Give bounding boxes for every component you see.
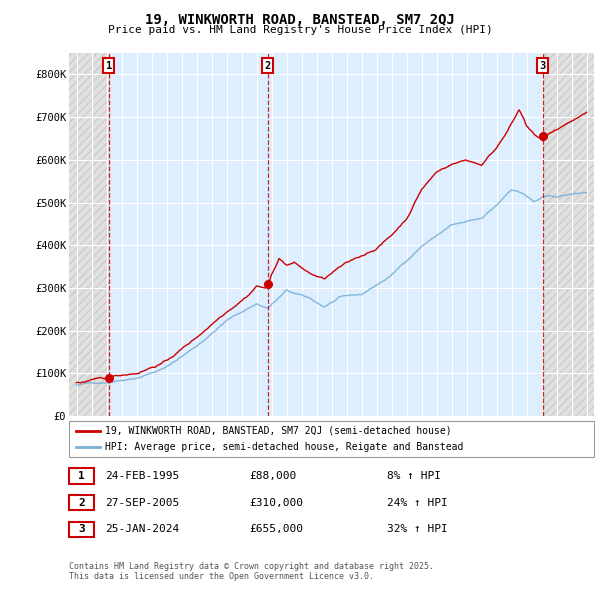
Text: 8% ↑ HPI: 8% ↑ HPI (387, 471, 441, 481)
Text: HPI: Average price, semi-detached house, Reigate and Banstead: HPI: Average price, semi-detached house,… (105, 442, 463, 452)
Text: 24% ↑ HPI: 24% ↑ HPI (387, 498, 448, 507)
Bar (542, 53, 594, 416)
Text: 32% ↑ HPI: 32% ↑ HPI (387, 525, 448, 534)
Text: £88,000: £88,000 (249, 471, 296, 481)
Text: 2: 2 (265, 61, 271, 71)
Text: 27-SEP-2005: 27-SEP-2005 (105, 498, 179, 507)
Text: Price paid vs. HM Land Registry's House Price Index (HPI): Price paid vs. HM Land Registry's House … (107, 25, 493, 35)
Bar (69, 53, 109, 416)
Text: £655,000: £655,000 (249, 525, 303, 534)
Text: 19, WINKWORTH ROAD, BANSTEAD, SM7 2QJ: 19, WINKWORTH ROAD, BANSTEAD, SM7 2QJ (145, 13, 455, 27)
Bar (542, 53, 594, 416)
Text: 19, WINKWORTH ROAD, BANSTEAD, SM7 2QJ (semi-detached house): 19, WINKWORTH ROAD, BANSTEAD, SM7 2QJ (s… (105, 426, 452, 436)
Text: £310,000: £310,000 (249, 498, 303, 507)
Bar (69, 53, 109, 416)
Text: 25-JAN-2024: 25-JAN-2024 (105, 525, 179, 534)
Text: 3: 3 (539, 61, 545, 71)
Text: 3: 3 (78, 525, 85, 534)
Text: 1: 1 (78, 471, 85, 481)
Text: Contains HM Land Registry data © Crown copyright and database right 2025.
This d: Contains HM Land Registry data © Crown c… (69, 562, 434, 581)
Text: 24-FEB-1995: 24-FEB-1995 (105, 471, 179, 481)
Bar (109, 53, 542, 416)
Text: 2: 2 (78, 498, 85, 507)
Text: 1: 1 (106, 61, 112, 71)
